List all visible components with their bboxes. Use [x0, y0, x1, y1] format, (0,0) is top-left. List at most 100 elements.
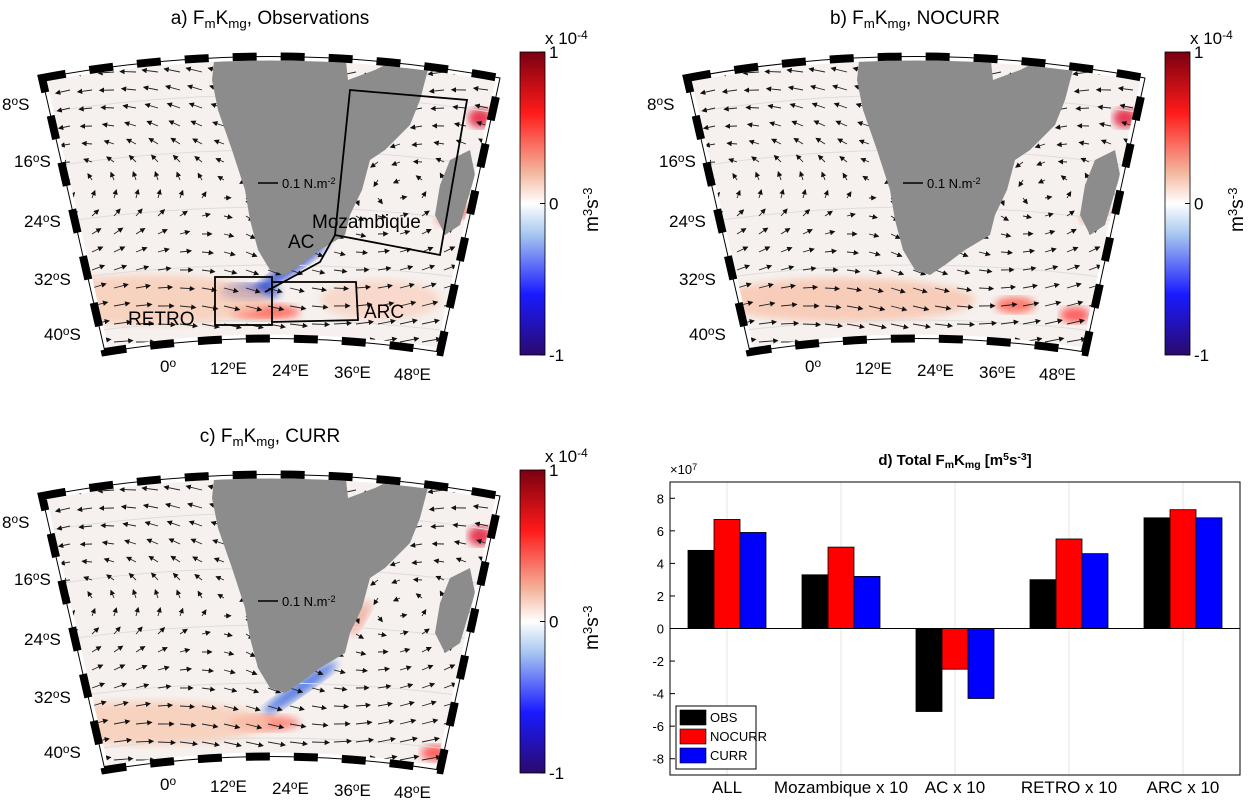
- text-part: , CURR: [275, 426, 340, 447]
- wind-arrow: [1111, 341, 1130, 342]
- text-part: 0.1 N.m: [282, 594, 328, 609]
- wind-arrow: [101, 525, 114, 526]
- wind-arrow: [1133, 286, 1147, 288]
- wind-arrow: [1133, 305, 1149, 306]
- text-part: c) F: [200, 426, 233, 447]
- wind-arrow: [765, 71, 781, 72]
- text-part: o: [169, 356, 176, 370]
- legend-swatch: [680, 748, 706, 763]
- y-tick-label: 2: [657, 589, 664, 604]
- text-part: S: [50, 212, 61, 231]
- text-part: 24: [272, 779, 291, 798]
- text-part: E: [360, 781, 371, 798]
- text-part: a) F: [171, 8, 205, 29]
- text-part: 24: [272, 361, 291, 380]
- lat-label: 24oS: [669, 211, 706, 231]
- text-part: 36: [334, 363, 353, 382]
- text-part: E: [943, 361, 954, 380]
- lon-label: 36oE: [334, 362, 371, 382]
- bar: [916, 629, 942, 712]
- text-part: , NOCURR: [906, 8, 1000, 29]
- text-part: mg: [965, 459, 981, 471]
- wind-arrow: [488, 267, 501, 270]
- text-part: 36: [979, 363, 998, 382]
- wind-arrow: [1111, 285, 1125, 288]
- colorbar-unit: m3s-3: [580, 605, 603, 650]
- wind-arrow: [488, 286, 502, 288]
- text-part: s: [1009, 452, 1017, 469]
- text-part: 24: [669, 212, 688, 231]
- text-part: m: [582, 634, 603, 650]
- y-tick-label: 8: [657, 491, 664, 506]
- bar: [688, 550, 714, 628]
- text-part: m: [864, 16, 875, 31]
- lon-label: 36oE: [979, 362, 1016, 382]
- text-part: 16: [14, 152, 33, 171]
- lat-label: 32oS: [34, 687, 71, 707]
- text-part: 48: [1039, 365, 1058, 384]
- text-part: m: [233, 434, 244, 449]
- bar: [802, 575, 828, 629]
- colorbar-tick-label: -1: [549, 764, 564, 783]
- map-title: b) FmKmg, NOCURR: [830, 8, 1000, 31]
- text-part: E: [420, 783, 431, 798]
- lat-label: 8oS: [647, 94, 674, 114]
- wind-arrow: [39, 562, 48, 566]
- bar: [942, 629, 968, 670]
- wind-arrow: [1133, 267, 1146, 270]
- wind-arrow: [488, 704, 502, 706]
- text-part: 8: [2, 513, 11, 532]
- wind-arrow: [488, 647, 497, 652]
- text-part: S: [18, 513, 29, 532]
- region-label: ARC: [364, 302, 404, 323]
- text-part: 7: [692, 462, 697, 472]
- legend-swatch: [680, 729, 706, 744]
- wind-arrow: [466, 740, 483, 742]
- wind-arrow: [1111, 322, 1128, 324]
- text-part: S: [663, 95, 674, 114]
- colorbar-multiplier: x 10-4: [1190, 28, 1233, 48]
- wind-arrow: [48, 249, 59, 252]
- wind-arrow: [37, 126, 48, 130]
- wind-arrow: [42, 598, 48, 602]
- region-label: Mozambique: [312, 212, 421, 233]
- text-part: m: [205, 16, 216, 31]
- bar: [828, 547, 854, 628]
- y-tick-label: -4: [652, 687, 664, 702]
- wind-arrow: [715, 320, 732, 324]
- wind-arrow: [444, 340, 463, 342]
- wind-arrow: [746, 107, 759, 108]
- bar: [740, 532, 766, 628]
- wind-arrow: [120, 71, 136, 72]
- y-tick-label: 6: [657, 524, 664, 539]
- text-part: -4: [577, 28, 588, 42]
- legend-label: NOCURR: [710, 729, 767, 744]
- text-part: 36: [334, 781, 353, 798]
- lon-label: 0o: [160, 356, 176, 376]
- text-part: mg: [228, 16, 246, 31]
- text-part: E: [1005, 363, 1016, 382]
- text-part: 12: [210, 777, 229, 796]
- colorbar-unit: m3s-3: [1225, 187, 1248, 232]
- x-tick-label: ALL: [712, 778, 742, 797]
- lat-label: 40oS: [689, 324, 726, 344]
- wind-arrow: [48, 667, 59, 670]
- text-part: S: [50, 630, 61, 649]
- x-tick-label: AC x 10: [925, 778, 985, 797]
- wind-arrow: [715, 266, 727, 270]
- wind-arrow: [70, 702, 84, 706]
- lat-label: 40oS: [44, 324, 81, 344]
- lon-label: 12oE: [210, 776, 247, 796]
- text-part: -3: [580, 187, 595, 199]
- text-part: S: [60, 688, 71, 707]
- text-part: 3: [1225, 209, 1240, 216]
- text-part: E: [1065, 365, 1076, 384]
- text-part: x 10: [545, 29, 577, 48]
- text-part: S: [695, 212, 706, 231]
- wind-arrow: [485, 590, 488, 598]
- colorbar-multiplier: x 10-4: [545, 28, 588, 48]
- text-part: E: [236, 777, 247, 796]
- wind-arrow: [1133, 248, 1144, 252]
- text-part: [m: [981, 452, 1004, 469]
